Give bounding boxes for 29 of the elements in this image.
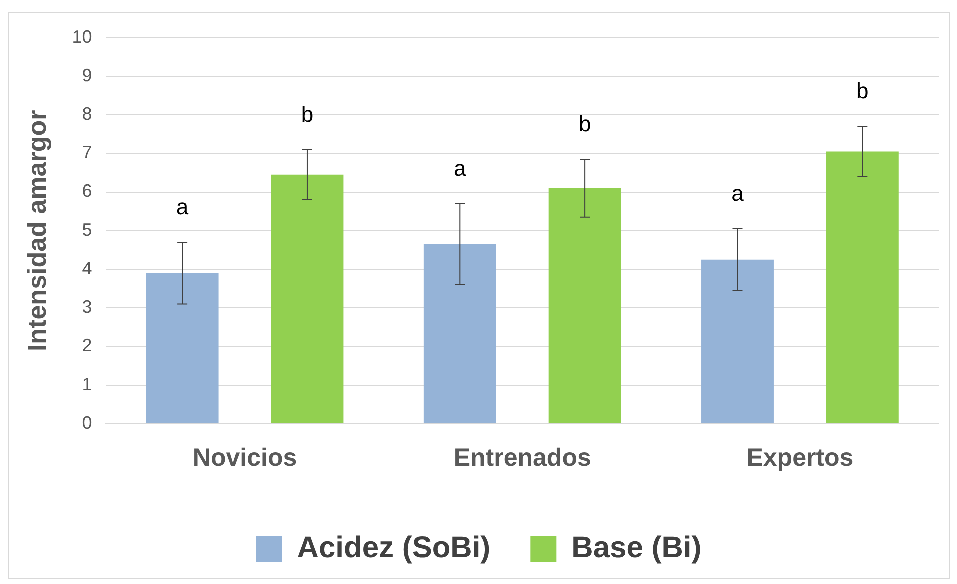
bar <box>702 260 774 424</box>
legend-label: Acidez (SoBi) <box>297 531 491 564</box>
y-tick-label: 7 <box>82 142 92 163</box>
bar <box>826 152 899 424</box>
y-axis-title: Intensidad amargor <box>22 110 52 352</box>
y-tick-label: 5 <box>82 220 92 240</box>
annotation: b <box>301 102 314 127</box>
annotation: b <box>856 78 869 104</box>
x-tick-label: Expertos <box>746 444 854 472</box>
bar <box>146 273 219 424</box>
y-tick-label: 6 <box>82 181 92 202</box>
annotation: a <box>454 156 468 181</box>
y-tick-label: 4 <box>82 258 92 278</box>
x-tick-label: Entrenados <box>454 444 592 472</box>
bar <box>424 244 496 424</box>
bar <box>271 174 344 424</box>
y-tick-label: 8 <box>82 104 92 124</box>
bar <box>548 188 622 424</box>
y-tick-label: 10 <box>72 26 92 47</box>
annotation: a <box>176 194 190 220</box>
y-tick-label: 0 <box>82 412 92 433</box>
y-tick-label: 3 <box>82 297 92 318</box>
annotation: a <box>732 181 745 206</box>
x-tick-label: Novicios <box>192 444 298 472</box>
y-tick-label: 1 <box>82 374 92 394</box>
annotation: b <box>578 112 592 137</box>
legend-label: Base (Bi) <box>572 531 702 564</box>
y-tick-label: 9 <box>82 65 92 86</box>
y-tick-label: 2 <box>82 336 92 356</box>
